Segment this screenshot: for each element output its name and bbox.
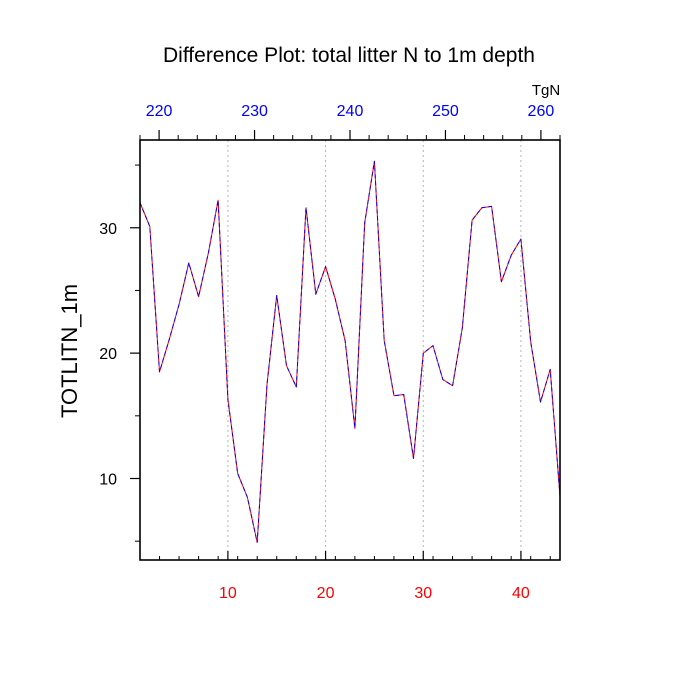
series-lines <box>139 160 561 543</box>
y-axis-label: TOTLITN_1m <box>57 284 82 418</box>
y-tick-label: 30 <box>99 221 117 238</box>
bottom-tick-label: 10 <box>219 585 237 602</box>
top-axis-unit: TgN <box>532 82 560 99</box>
bottom-tick-label: 20 <box>317 585 335 602</box>
top-tick-label: 240 <box>337 103 364 120</box>
series-line-red <box>139 160 561 543</box>
y-tick-label: 10 <box>99 472 117 489</box>
y-tick-label: 20 <box>99 346 117 363</box>
top-tick-label: 260 <box>528 103 555 120</box>
bottom-tick-label: 30 <box>414 585 432 602</box>
series-line-blue <box>139 160 561 543</box>
top-tick-label: 230 <box>241 103 268 120</box>
grid-lines <box>227 140 522 560</box>
top-tick-label: 250 <box>432 103 459 120</box>
top-tick-label: 220 <box>146 103 173 120</box>
chart-title: Difference Plot: total litter N to 1m de… <box>163 44 535 67</box>
bottom-tick-label: 40 <box>512 585 530 602</box>
plot-frame <box>139 139 561 561</box>
axes: 10 20 30 40 220 230 240 250 260 10 20 30 <box>99 103 561 602</box>
